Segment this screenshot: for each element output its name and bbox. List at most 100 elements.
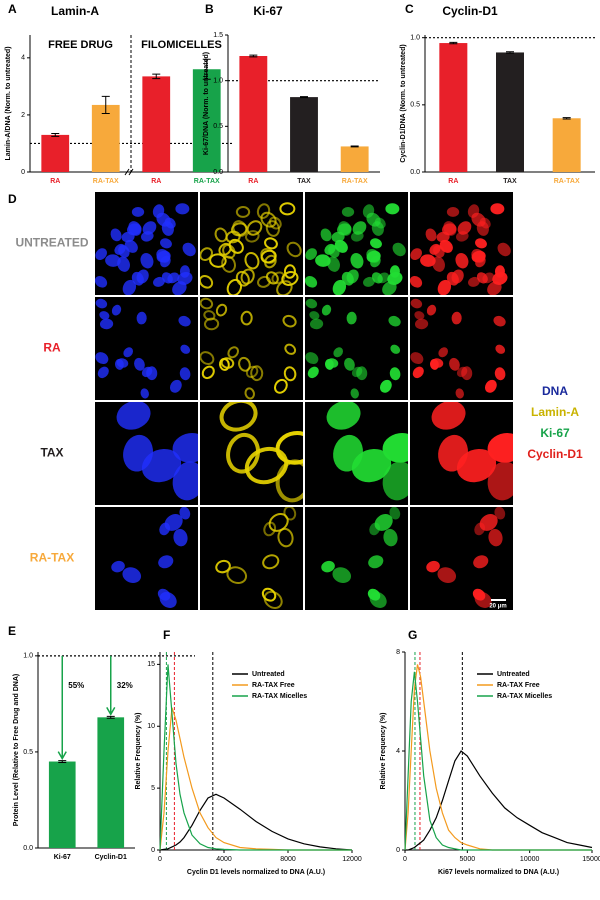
cell — [425, 228, 437, 242]
cell — [250, 365, 264, 382]
bar — [552, 118, 581, 172]
y-tick-label: 1.0 — [213, 78, 223, 85]
cell — [382, 461, 408, 501]
cell — [203, 317, 220, 331]
x-tick-label: 0 — [403, 856, 407, 863]
cell — [351, 231, 364, 242]
cell — [275, 431, 303, 465]
x-tick-label: RA — [248, 178, 258, 185]
y-axis-label: Protein Level (Relative to Free Drug and… — [13, 674, 20, 826]
cell — [257, 275, 271, 288]
series-line — [159, 664, 352, 851]
cells — [200, 202, 302, 295]
cell — [305, 352, 319, 365]
cell — [286, 241, 302, 258]
y-tick-label: 0.0 — [213, 169, 223, 176]
cell — [367, 588, 381, 601]
cell — [157, 588, 171, 601]
legend-label: RA-TAX Micelles — [497, 693, 552, 700]
cell — [324, 243, 336, 255]
error-bar-line — [350, 145, 359, 148]
series-line — [405, 750, 593, 851]
micrograph — [200, 507, 303, 610]
cell — [219, 402, 258, 432]
row-label: TAX — [40, 446, 63, 460]
x-axis-label: Ki67 levels normalized to DNA (A.U.) — [438, 869, 559, 876]
cell — [180, 344, 191, 354]
cell — [379, 379, 392, 393]
cell — [215, 559, 231, 574]
cell — [97, 366, 109, 379]
x-tick-label: RA — [50, 178, 60, 185]
cell — [346, 311, 357, 325]
x-tick-label: 0 — [158, 856, 162, 863]
cell — [370, 238, 382, 249]
cell — [214, 227, 228, 243]
y-tick-label: 8 — [396, 649, 400, 656]
cell — [283, 507, 297, 521]
cell — [457, 221, 472, 235]
cell — [332, 279, 347, 295]
cell — [389, 367, 401, 381]
cell — [284, 343, 297, 355]
y-tick-label: 0 — [151, 847, 155, 854]
series-line — [159, 793, 353, 851]
cell — [337, 223, 352, 236]
cell — [321, 560, 335, 573]
cell — [226, 278, 243, 295]
y-axis-label: Cyclin-D1/DNA (Norm. to untreated) — [400, 44, 407, 162]
cell — [382, 281, 397, 295]
bar — [496, 52, 524, 172]
cell — [377, 272, 390, 284]
cell — [385, 203, 400, 215]
cell — [261, 587, 277, 602]
cell — [276, 280, 293, 295]
channel-label: DNA — [542, 384, 568, 398]
cell — [226, 566, 248, 585]
error-bar-line — [449, 41, 458, 45]
cell — [494, 507, 506, 520]
legend-label: RA-TAX Free — [252, 682, 295, 689]
error-bar-line — [51, 132, 60, 137]
panel-label: D — [8, 192, 17, 206]
cell — [228, 238, 244, 254]
cell — [209, 253, 227, 268]
cell — [238, 356, 251, 372]
cell — [105, 254, 121, 267]
cell — [131, 271, 144, 286]
cell — [123, 347, 133, 358]
cell — [153, 276, 165, 287]
cells — [215, 507, 297, 609]
cell — [159, 522, 171, 536]
cell — [455, 388, 464, 399]
cell — [178, 315, 191, 327]
y-tick-label: 1.0 — [23, 653, 33, 660]
cell — [231, 222, 248, 237]
series-line — [404, 671, 592, 851]
channel-label: Ki-67 — [540, 426, 570, 440]
x-tick-label: 8000 — [280, 856, 296, 863]
cells — [305, 203, 406, 295]
cell — [141, 366, 153, 378]
micrograph-bg — [200, 192, 303, 295]
bar — [239, 56, 268, 172]
cell — [122, 567, 142, 584]
cell — [235, 206, 251, 218]
scale-bar-label: 20 μm — [489, 604, 506, 610]
bar — [48, 761, 76, 848]
annotation-arrow — [106, 655, 116, 716]
error-bar-line — [101, 95, 110, 114]
error-bar — [58, 760, 67, 763]
bar — [290, 97, 318, 172]
cell — [265, 220, 280, 237]
cell — [240, 310, 253, 326]
error-bar-line — [202, 58, 211, 80]
cell — [136, 311, 147, 325]
error-bar — [300, 96, 308, 99]
x-tick-label: RA-TAX — [342, 178, 368, 185]
cell — [279, 202, 296, 216]
cell — [200, 351, 215, 366]
cell — [371, 221, 384, 236]
cell — [468, 276, 480, 287]
